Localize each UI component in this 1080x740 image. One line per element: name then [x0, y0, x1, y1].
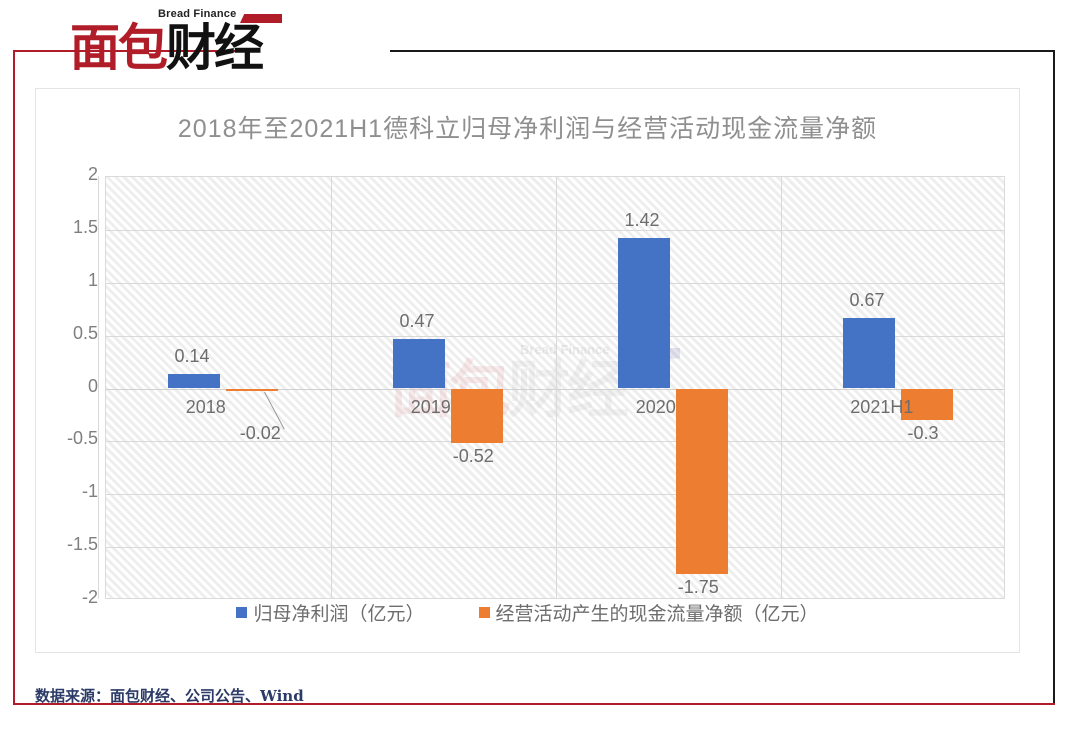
- grid-line-vertical: [781, 177, 782, 598]
- value-label: -1.75: [677, 576, 719, 597]
- bar-2020-series1: [617, 238, 670, 389]
- value-label: -0.3: [907, 423, 939, 444]
- frame-top-black-line: [390, 50, 1055, 52]
- value-label: 0.67: [849, 289, 885, 310]
- category-label-2019: 2019: [410, 396, 451, 417]
- y-tick-label: -1: [81, 481, 98, 502]
- y-tick-label: 2: [87, 164, 98, 184]
- grid-line-horizontal: [106, 494, 1004, 496]
- plot-area: Bread Finance 面包财经 0.14 -0.02 2018 0.47 -0.5…: [105, 176, 1005, 599]
- y-tick-label: 1: [87, 269, 98, 290]
- y-tick-label: -0.5: [66, 428, 98, 449]
- grid-line-horizontal: [106, 441, 1004, 443]
- brand-wordmark: 面包财经: [70, 19, 264, 77]
- y-tick-label: -2: [81, 587, 98, 607]
- legend-label: 经营活动产生的现金流量净额（亿元）: [495, 603, 819, 625]
- grid-line-horizontal: [106, 282, 1004, 284]
- chart-title: 2018年至2021H1德科立归母净利润与经营活动现金流量净额: [177, 115, 878, 143]
- source-note: 数据来源：面包财经、公司公告、Wind: [35, 687, 304, 705]
- bar-2019-series2: [450, 388, 503, 444]
- y-axis-line: [98, 176, 99, 599]
- value-label: 1.42: [624, 210, 660, 231]
- y-tick-label: -1.5: [66, 534, 98, 555]
- y-axis: 2 1.5 1 0.5 0 -0.5 -1 -1.5 -2: [46, 164, 98, 607]
- bar-2019-series1: [392, 338, 445, 389]
- chart-legend: 归母净利润（亿元） 经营活动产生的现金流量净额（亿元）: [36, 599, 1019, 626]
- brand-logo: Bread Finance 面包财经: [70, 8, 285, 78]
- grid-line-horizontal: [106, 547, 1004, 549]
- category-label-2021H1: 2021H1: [850, 396, 914, 417]
- zero-line: [106, 388, 1004, 390]
- watermark-tagline: Bread Finance: [520, 341, 610, 357]
- y-tick-label: 1.5: [72, 216, 98, 237]
- category-label-2020: 2020: [635, 396, 676, 417]
- value-label: -0.02: [239, 422, 281, 443]
- bar-2020-series2: [675, 388, 728, 574]
- grid-line-horizontal: [106, 335, 1004, 337]
- chart-card: 2018年至2021H1德科立归母净利润与经营活动现金流量净额 2 1.5 1 0.5…: [35, 88, 1020, 653]
- grid-line-vertical: [331, 177, 332, 598]
- grid-line-vertical: [556, 177, 557, 598]
- y-tick-label: 0: [87, 375, 98, 396]
- brand-tagline: Bread Finance: [158, 8, 237, 20]
- legend-label: 归母净利润（亿元）: [253, 603, 425, 625]
- brand-wordmark-red: 面包: [70, 19, 168, 77]
- brand-tag-bar-icon: [240, 14, 282, 23]
- frame-left-red-line: [13, 50, 15, 705]
- frame-right-black-line: [1053, 50, 1055, 703]
- bar-2018-series2: [225, 388, 278, 391]
- bar-2021H1-series2: [900, 388, 953, 421]
- grid-line-horizontal: [106, 229, 1004, 231]
- legend-item-2[interactable]: 经营活动产生的现金流量净额（亿元）: [478, 599, 819, 626]
- value-label: 0.47: [399, 310, 435, 331]
- value-label: 0.14: [174, 345, 210, 366]
- brand-wordmark-black: 财经: [166, 19, 264, 77]
- y-tick-label: 0.5: [72, 322, 98, 343]
- bar-2018-series1: [167, 373, 220, 389]
- category-label-2018: 2018: [185, 396, 226, 417]
- frame-top-red-line: [13, 50, 253, 52]
- legend-swatch-icon: [478, 607, 490, 618]
- value-label: -0.52: [452, 446, 494, 467]
- legend-swatch-icon: [236, 607, 248, 618]
- bar-2021H1-series1: [842, 317, 895, 389]
- frame-bottom-red-line: [13, 703, 1055, 705]
- legend-item-1[interactable]: 归母净利润（亿元）: [236, 599, 425, 626]
